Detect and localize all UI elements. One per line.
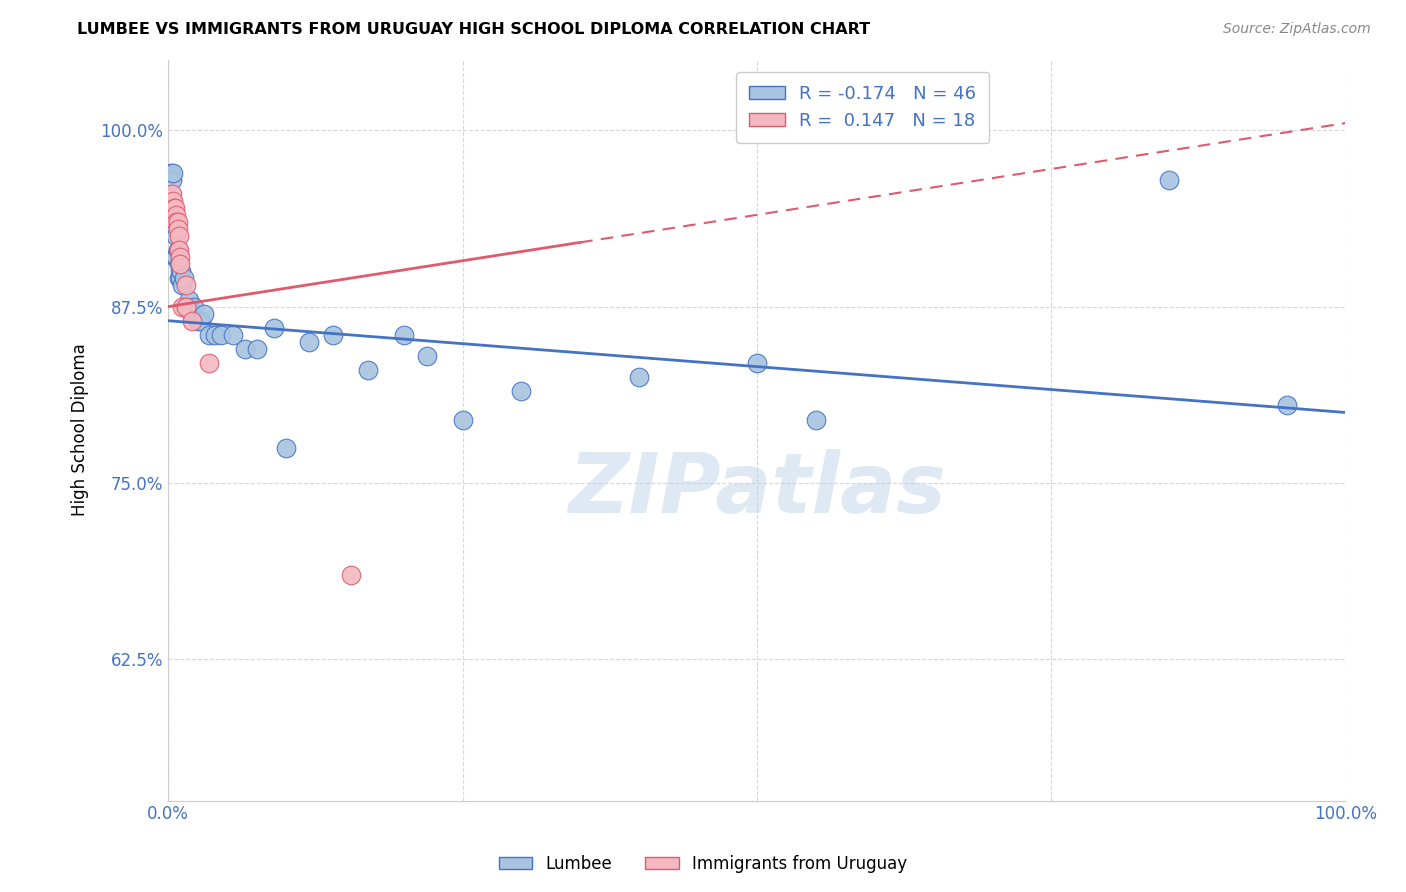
Point xyxy=(176,300,198,314)
Point xyxy=(263,320,285,334)
Point xyxy=(162,194,184,208)
Point xyxy=(169,250,191,264)
Legend: Lumbee, Immigrants from Uruguay: Lumbee, Immigrants from Uruguay xyxy=(492,848,914,880)
Point xyxy=(166,243,188,257)
Point xyxy=(245,342,267,356)
Point xyxy=(173,271,195,285)
Point xyxy=(160,172,183,186)
Point xyxy=(169,257,191,271)
Point xyxy=(174,300,197,314)
Point xyxy=(165,208,187,222)
Point xyxy=(165,229,187,244)
Point xyxy=(174,300,197,314)
Point xyxy=(172,278,194,293)
Point xyxy=(274,441,297,455)
Point xyxy=(416,349,439,363)
Point xyxy=(167,229,190,244)
Point xyxy=(745,356,768,370)
Point xyxy=(204,327,226,342)
Point xyxy=(162,165,184,179)
Point xyxy=(209,327,232,342)
Point xyxy=(160,186,183,201)
Point xyxy=(451,412,474,426)
Point xyxy=(357,363,380,377)
Point xyxy=(187,314,209,328)
Point xyxy=(172,300,194,314)
Point xyxy=(163,201,186,215)
Point xyxy=(298,334,321,349)
Point xyxy=(167,257,190,271)
Point xyxy=(510,384,533,399)
Point xyxy=(173,300,195,314)
Point xyxy=(233,342,256,356)
Point xyxy=(222,327,245,342)
Point xyxy=(169,264,191,278)
Legend: R = -0.174   N = 46, R =  0.147   N = 18: R = -0.174 N = 46, R = 0.147 N = 18 xyxy=(737,72,990,143)
Point xyxy=(170,264,193,278)
Point xyxy=(165,222,187,236)
Text: Source: ZipAtlas.com: Source: ZipAtlas.com xyxy=(1223,22,1371,37)
Point xyxy=(179,293,201,307)
Point xyxy=(190,314,212,328)
Point xyxy=(198,327,221,342)
Point xyxy=(166,215,188,229)
Point xyxy=(183,300,205,314)
Point xyxy=(165,201,187,215)
Point xyxy=(167,271,190,285)
Point xyxy=(1275,398,1298,412)
Point xyxy=(804,412,827,426)
Point xyxy=(628,370,651,384)
Point xyxy=(177,300,200,314)
Point xyxy=(165,215,187,229)
Text: LUMBEE VS IMMIGRANTS FROM URUGUAY HIGH SCHOOL DIPLOMA CORRELATION CHART: LUMBEE VS IMMIGRANTS FROM URUGUAY HIGH S… xyxy=(77,22,870,37)
Point xyxy=(180,307,202,321)
Point xyxy=(198,356,221,370)
Point xyxy=(167,243,190,257)
Point xyxy=(165,250,187,264)
Point xyxy=(392,327,415,342)
Point xyxy=(169,271,191,285)
Point xyxy=(339,567,361,582)
Point xyxy=(322,327,344,342)
Text: ZIPatlas: ZIPatlas xyxy=(568,449,946,530)
Point xyxy=(174,278,197,293)
Point xyxy=(163,208,186,222)
Point xyxy=(180,314,202,328)
Point xyxy=(159,165,181,179)
Point xyxy=(166,222,188,236)
Point xyxy=(1157,172,1180,186)
Point xyxy=(165,250,187,264)
Point xyxy=(193,307,215,321)
Y-axis label: High School Diploma: High School Diploma xyxy=(72,343,89,516)
